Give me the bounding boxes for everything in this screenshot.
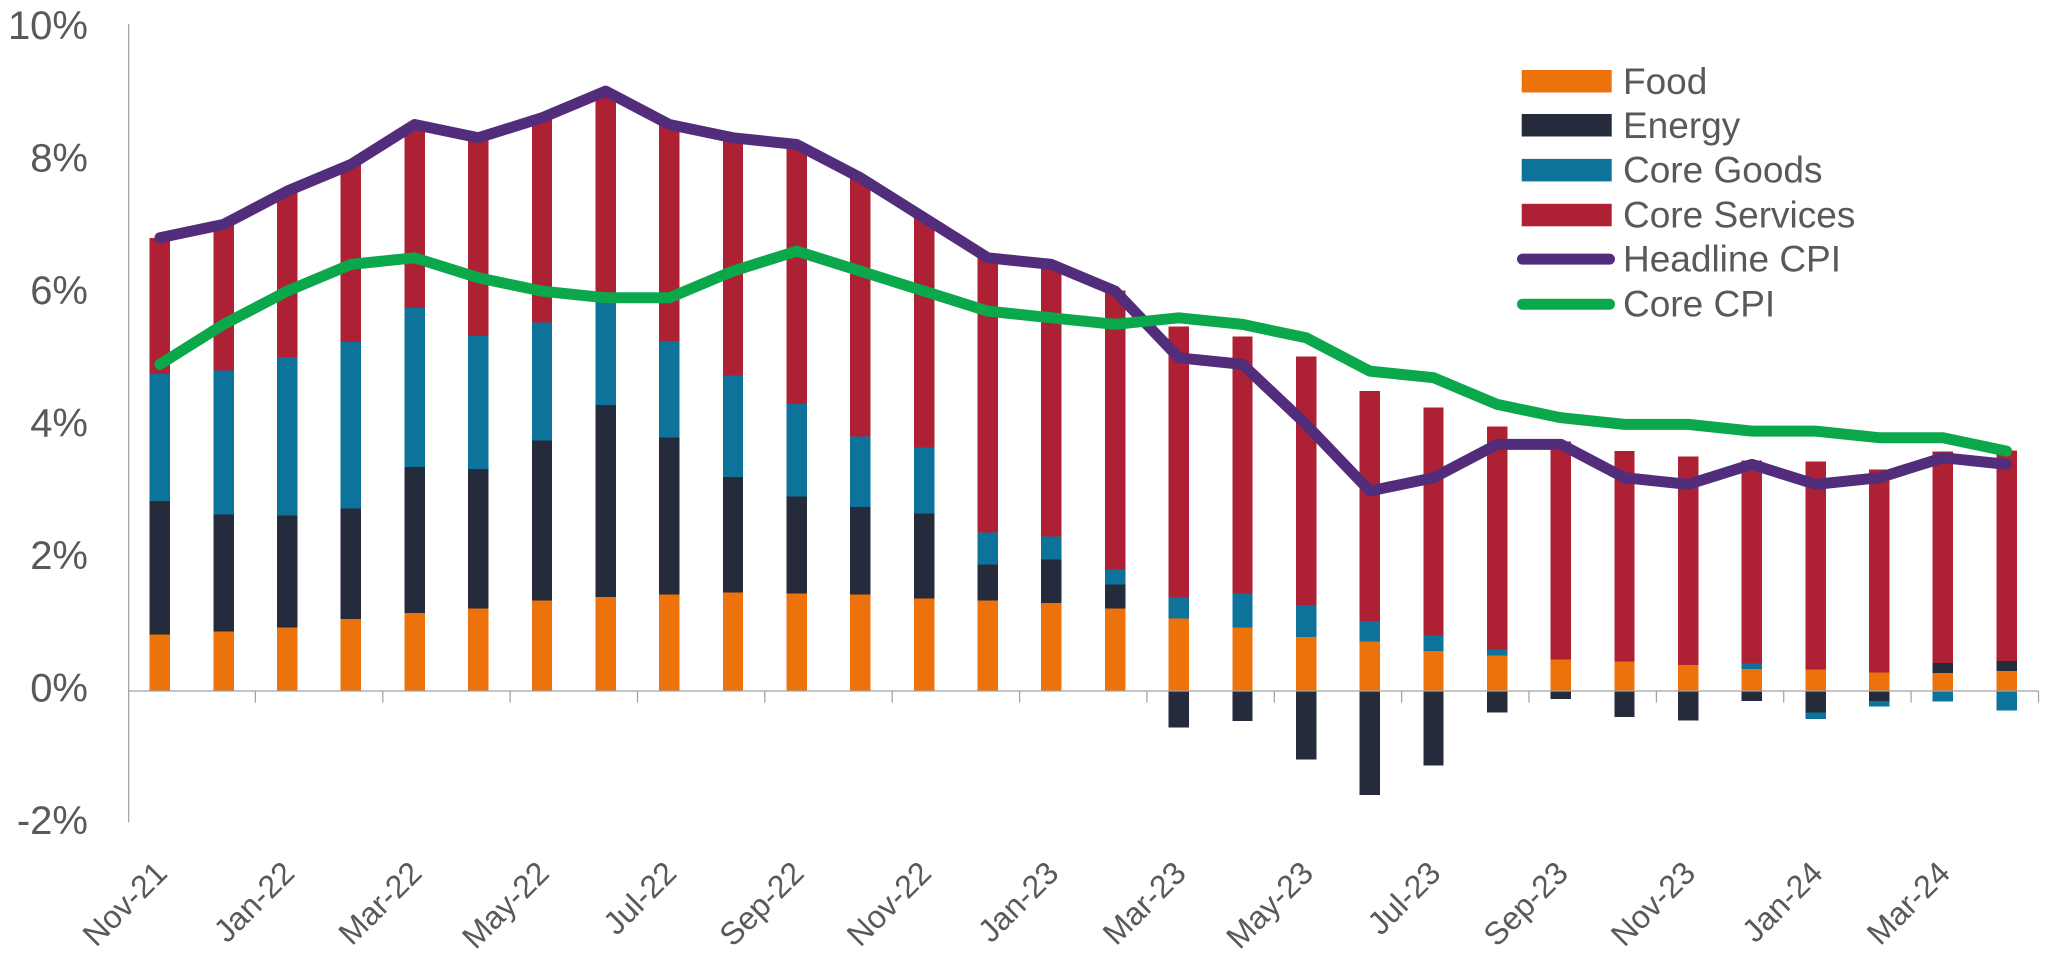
svg-text:0%: 0% <box>30 667 88 711</box>
svg-text:May-23: May-23 <box>1219 854 1320 955</box>
svg-text:Mar-23: Mar-23 <box>1096 854 1193 951</box>
svg-text:Nov-22: Nov-22 <box>840 854 938 952</box>
svg-text:Mar-24: Mar-24 <box>1860 854 1957 951</box>
svg-text:Jan-22: Jan-22 <box>207 854 302 949</box>
svg-text:Energy: Energy <box>1623 105 1741 146</box>
svg-text:Jan-23: Jan-23 <box>971 854 1066 949</box>
svg-text:Jan-24: Jan-24 <box>1735 854 1830 949</box>
svg-text:Sep-23: Sep-23 <box>1476 854 1574 952</box>
svg-text:Jul-23: Jul-23 <box>1360 854 1447 941</box>
svg-text:May-22: May-22 <box>455 854 556 955</box>
svg-text:-2%: -2% <box>17 799 88 843</box>
svg-text:Mar-22: Mar-22 <box>331 854 428 951</box>
svg-text:8%: 8% <box>30 137 88 181</box>
svg-text:Jul-22: Jul-22 <box>596 854 683 941</box>
svg-text:Core CPI: Core CPI <box>1623 284 1775 325</box>
svg-text:Food: Food <box>1623 61 1707 102</box>
svg-text:2%: 2% <box>30 534 88 578</box>
svg-text:6%: 6% <box>30 269 88 313</box>
svg-text:10%: 10% <box>8 4 88 48</box>
svg-text:Nov-21: Nov-21 <box>75 854 173 952</box>
svg-text:Sep-22: Sep-22 <box>712 854 810 952</box>
svg-text:Headline CPI: Headline CPI <box>1623 239 1841 280</box>
svg-text:Nov-23: Nov-23 <box>1604 854 1702 952</box>
svg-text:Core Services: Core Services <box>1623 195 1855 236</box>
svg-text:4%: 4% <box>30 402 88 446</box>
svg-text:Core Goods: Core Goods <box>1623 150 1823 191</box>
